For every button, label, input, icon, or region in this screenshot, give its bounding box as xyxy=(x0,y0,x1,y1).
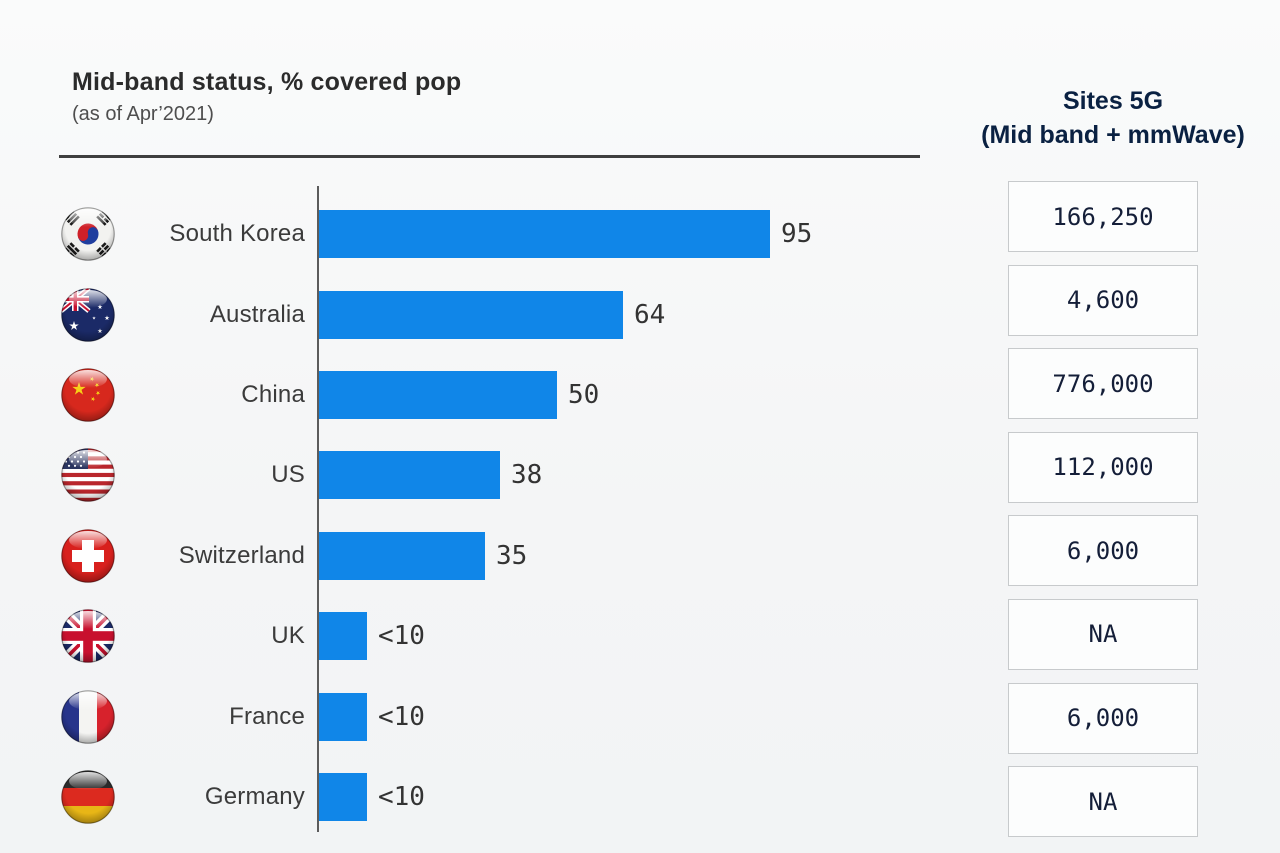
sites-5g-column: 166,250 4,600 776,000 112,000 6,000 NA 6… xyxy=(1008,181,1198,850)
bar-us xyxy=(319,451,500,500)
bar-value-label: <10 xyxy=(378,781,425,812)
chart-row-south-korea: South Korea 95 xyxy=(0,194,960,274)
chart-row-us: US 38 xyxy=(0,435,960,515)
country-label: South Korea xyxy=(169,220,305,248)
france-flag-icon xyxy=(61,689,115,744)
us-flag-icon xyxy=(61,448,115,503)
bar-switzerland xyxy=(319,531,485,580)
bar-china xyxy=(319,370,557,419)
sites-box-uk: NA xyxy=(1008,598,1198,670)
bar-chart: South Korea 95 xyxy=(0,194,960,837)
country-label: UK xyxy=(271,622,305,650)
country-label: China xyxy=(241,380,305,408)
bar-value-label: 35 xyxy=(496,540,528,571)
bar-south-korea xyxy=(319,210,770,259)
page-subtitle: (as of Apr’2021) xyxy=(72,103,214,125)
chart-row-uk: UK <10 xyxy=(0,596,960,676)
sites-title-line2: (Mid band + mmWave) xyxy=(981,121,1245,149)
page-title: Mid-band status, % covered pop xyxy=(72,68,462,96)
chart-row-australia: Australia 64 xyxy=(0,274,960,354)
sites-title-line1: Sites 5G xyxy=(1062,87,1164,115)
chart-row-china: China 50 xyxy=(0,355,960,435)
bar-france xyxy=(319,692,367,741)
sites-box-us: 112,000 xyxy=(1008,431,1198,503)
sites-box-france: 6,000 xyxy=(1008,682,1198,754)
chart-row-france: France <10 xyxy=(0,676,960,756)
sites-box-germany: NA xyxy=(1008,766,1198,838)
chart-row-germany: Germany <10 xyxy=(0,757,960,837)
switzerland-flag-icon xyxy=(61,528,115,583)
sites-box-south-korea: 166,250 xyxy=(1008,181,1198,252)
chart-row-switzerland: Switzerland 35 xyxy=(0,516,960,596)
bar-value-label: 38 xyxy=(511,460,543,491)
country-label: Switzerland xyxy=(178,541,305,569)
bar-value-label: <10 xyxy=(378,701,425,732)
sites-box-switzerland: 6,000 xyxy=(1008,515,1198,587)
sites-box-australia: 4,600 xyxy=(1008,264,1198,336)
bar-value-label: <10 xyxy=(378,621,425,652)
sites-box-china: 776,000 xyxy=(1008,348,1198,420)
bar-value-label: 95 xyxy=(781,219,813,250)
country-label: Germany xyxy=(204,782,305,810)
australia-flag-icon xyxy=(61,287,115,342)
chart-axis-line xyxy=(317,186,319,832)
bar-value-label: 64 xyxy=(634,299,666,330)
country-label: US xyxy=(271,461,305,489)
bar-australia xyxy=(319,290,623,339)
germany-flag-icon xyxy=(61,770,115,824)
title-underline xyxy=(59,155,920,158)
china-flag-icon xyxy=(61,368,115,422)
bar-uk xyxy=(319,612,367,661)
sites-column-title: Sites 5G (Mid band + mmWave) xyxy=(963,84,1263,152)
uk-flag-icon xyxy=(61,609,115,663)
country-label: France xyxy=(229,702,305,730)
south-korea-flag-icon xyxy=(61,207,115,261)
bar-germany xyxy=(319,772,367,821)
bar-value-label: 50 xyxy=(568,379,600,410)
country-label: Australia xyxy=(209,300,305,328)
